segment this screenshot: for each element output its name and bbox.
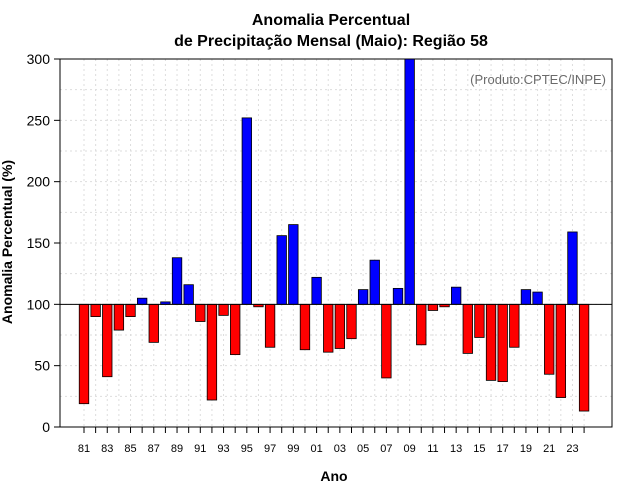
- x-tick-label: 95: [241, 443, 253, 455]
- y-tick-label: 150: [27, 235, 51, 251]
- x-tick-label: 07: [380, 443, 392, 455]
- bar-23: [567, 231, 578, 305]
- y-tick-label: 100: [27, 296, 51, 312]
- bar-07: [381, 303, 392, 379]
- chart-title-line-1: Anomalia Percentual: [252, 12, 410, 29]
- x-tick-label: 85: [124, 443, 136, 455]
- bar-03: [334, 303, 346, 349]
- bar-14: [462, 303, 473, 354]
- bar-85: [125, 303, 136, 318]
- chart-title-line-2: de Precipitação Mensal (Maio): Região 58: [174, 33, 488, 50]
- bar-11: [427, 303, 439, 311]
- bar-99: [288, 224, 299, 305]
- bar-97: [264, 303, 276, 348]
- bar-87: [148, 303, 159, 343]
- x-tick-label: 21: [543, 443, 555, 455]
- x-tick-label: 03: [334, 443, 346, 455]
- x-tick-label: 05: [357, 443, 369, 455]
- credit-text: (Produto:CPTEC/INPE): [470, 72, 606, 87]
- bar-05: [357, 289, 369, 305]
- bar-95: [241, 117, 252, 305]
- bar-16: [485, 303, 497, 381]
- bar-08: [392, 287, 404, 305]
- x-tick-label: 11: [427, 443, 438, 455]
- x-tick-label: 83: [101, 443, 113, 455]
- bar-22: [555, 303, 566, 398]
- x-tick-label: 89: [171, 443, 183, 455]
- bar-98: [276, 235, 287, 305]
- grid: [60, 58, 612, 428]
- y-tick-label: 200: [27, 174, 51, 190]
- bars: [78, 58, 590, 412]
- x-tick-label: 93: [217, 443, 229, 455]
- x-tick-label: 13: [450, 443, 462, 455]
- x-tick-label: 87: [148, 443, 160, 455]
- bar-18: [509, 303, 520, 348]
- y-tick-label: 300: [27, 51, 51, 67]
- bar-15: [474, 303, 485, 338]
- bar-92: [206, 303, 218, 401]
- bar-86: [136, 297, 148, 305]
- x-tick-label: 23: [566, 443, 578, 455]
- x-tick-label: 99: [287, 443, 299, 455]
- bar-19: [520, 289, 532, 305]
- bar-84: [113, 303, 125, 331]
- x-tick-label: 91: [194, 443, 206, 455]
- x-tick-label: 01: [310, 443, 322, 455]
- bar-17: [497, 303, 508, 383]
- x-axis: 81 83 85 87 89 91 93 95 97 99 01 03 05 07 09 11 13 15 17 19…: [78, 427, 585, 455]
- y-axis: 0 50 100 150 200 250 300: [27, 51, 60, 435]
- y-tick-label: 250: [27, 112, 51, 128]
- bar-83: [102, 303, 113, 378]
- y-tick-label: 50: [34, 358, 50, 374]
- bar-02: [323, 303, 334, 353]
- bar-82: [90, 303, 101, 318]
- bar-90: [183, 284, 194, 305]
- y-axis-label: Anomalia Percentual (%): [0, 160, 15, 324]
- bar-81: [78, 303, 90, 405]
- bar-04: [346, 303, 357, 340]
- bar-24: [578, 303, 590, 412]
- bar-00: [299, 303, 311, 351]
- bar-93: [218, 303, 229, 316]
- y-tick-label: 0: [42, 419, 50, 435]
- bar-21: [544, 303, 555, 375]
- bar-09: [404, 58, 415, 305]
- bar-91: [195, 303, 206, 322]
- bar-13: [451, 286, 462, 305]
- x-tick-label: 19: [520, 443, 532, 455]
- bar-94: [230, 303, 241, 356]
- x-axis-label: Ano: [320, 468, 347, 484]
- bar-01: [311, 276, 322, 305]
- x-tick-label: 15: [473, 443, 485, 455]
- bar-20: [532, 291, 543, 305]
- x-tick-label: 81: [78, 443, 90, 455]
- x-tick-label: 17: [497, 443, 509, 455]
- x-tick-label: 09: [404, 443, 416, 455]
- bar-06: [369, 259, 380, 305]
- bar-10: [416, 303, 427, 346]
- bar-89: [171, 257, 183, 305]
- x-tick-label: 97: [264, 443, 276, 455]
